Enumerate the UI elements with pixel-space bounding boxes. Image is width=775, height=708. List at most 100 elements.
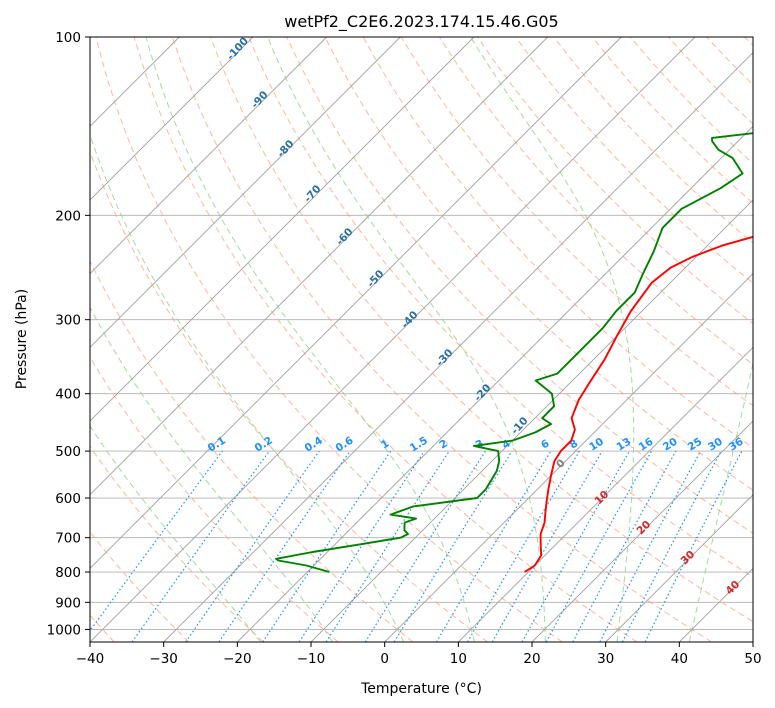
dry-adiabat-line bbox=[515, 37, 753, 284]
y-tick-label: 300 bbox=[55, 313, 81, 329]
y-tick-label: 900 bbox=[55, 595, 81, 611]
mixing-ratio-line bbox=[325, 450, 450, 642]
dry-adiabat-line bbox=[286, 37, 753, 534]
y-tick-label: 200 bbox=[55, 208, 81, 224]
isotherm-line bbox=[90, 37, 254, 201]
isotherm-line bbox=[679, 567, 753, 642]
dry-adiabat-line bbox=[324, 37, 753, 491]
moist-adiabat-line bbox=[90, 425, 262, 642]
dry-adiabat-label: -70 bbox=[302, 183, 324, 205]
mixing-ratio-label: 2 bbox=[437, 438, 450, 452]
y-tick-label: 100 bbox=[55, 30, 81, 46]
temperature-profile bbox=[524, 235, 753, 573]
mixing-ratio-label: 0.4 bbox=[303, 435, 325, 455]
isotherm-line bbox=[90, 37, 696, 642]
dry-adiabat-label: -30 bbox=[434, 347, 456, 369]
isotherm-line bbox=[237, 125, 753, 642]
isotherm-line bbox=[458, 346, 753, 642]
isotherm-line bbox=[90, 37, 548, 496]
mixing-ratio-line bbox=[545, 450, 653, 642]
moist-adiabat-line bbox=[688, 360, 753, 642]
mixing-ratio-line bbox=[521, 450, 631, 642]
x-tick-label: 0 bbox=[380, 651, 389, 667]
mixing-ratio-line bbox=[298, 450, 425, 642]
isotherm-line bbox=[90, 37, 475, 422]
mixing-ratio-line bbox=[364, 450, 486, 642]
mixing-ratio-line bbox=[393, 450, 513, 642]
x-tick-label: −40 bbox=[76, 651, 105, 667]
x-tick-label: 40 bbox=[671, 651, 688, 667]
mixing-ratio-line bbox=[262, 450, 392, 642]
mixing-ratio-label: 1 bbox=[379, 438, 392, 452]
dry-adiabat-line bbox=[591, 37, 753, 204]
mixing-ratio-label: 4 bbox=[500, 438, 513, 452]
x-tick-label: 20 bbox=[523, 651, 540, 667]
mixing-ratio-label: 0.1 bbox=[206, 435, 228, 455]
isotherm-line bbox=[90, 37, 622, 569]
dry-adiabat-line bbox=[477, 37, 753, 325]
moist-adiabat-line bbox=[90, 133, 405, 642]
mixing-ratio-line bbox=[435, 450, 552, 642]
y-tick-label: 700 bbox=[55, 531, 81, 547]
dry-adiabat-line bbox=[744, 37, 753, 47]
moist-adiabat-line bbox=[145, 37, 475, 642]
dry-adiabat-label: -50 bbox=[365, 268, 387, 290]
plot-frame bbox=[89, 36, 754, 643]
x-tick-label: −30 bbox=[149, 651, 178, 667]
isotherm-line bbox=[90, 37, 401, 348]
mixing-ratio-line bbox=[218, 450, 351, 642]
mixing-ratio-line bbox=[185, 450, 320, 642]
mixing-ratio-line bbox=[90, 450, 223, 632]
mixing-ratio-line bbox=[131, 450, 270, 642]
mixing-ratio-label: 0.2 bbox=[253, 435, 275, 455]
dry-adiabat-line bbox=[210, 37, 753, 623]
mixing-ratio-label: 6 bbox=[539, 438, 552, 452]
dry-adiabat-line bbox=[248, 37, 753, 578]
mixing-ratio-label: 0.6 bbox=[333, 435, 355, 455]
mixing-ratio-label: 1.5 bbox=[408, 435, 430, 455]
dry-adiabat-line bbox=[95, 37, 563, 642]
mixing-ratio-label: 8 bbox=[568, 438, 581, 452]
x-tick-label: 50 bbox=[744, 651, 761, 667]
moist-adiabat-line bbox=[470, 37, 635, 642]
y-tick-label: 400 bbox=[55, 387, 81, 403]
dry-adiabat-line bbox=[706, 37, 753, 86]
isotherm-line bbox=[163, 52, 753, 642]
mixing-ratio-line bbox=[644, 450, 743, 642]
moist-adiabat-line bbox=[90, 306, 334, 642]
isotherm-line bbox=[531, 420, 753, 642]
x-axis: −40 −30 −20 −10 0 10 20 30 40 50 bbox=[76, 642, 762, 667]
y-tick-label: 800 bbox=[55, 565, 81, 581]
dry-adiabat-line bbox=[668, 37, 753, 125]
y-axis: 100 200 300 400 500 600 700 800 900 1000 bbox=[47, 30, 90, 638]
dry-adiabat-label: -100 bbox=[225, 35, 252, 63]
isotherm-line bbox=[310, 199, 753, 642]
dry-adiabat-label: -90 bbox=[249, 89, 271, 111]
y-tick-label: 600 bbox=[55, 491, 81, 507]
dry-adiabat-label: -60 bbox=[334, 226, 356, 248]
dry-adiabat-line bbox=[90, 356, 339, 642]
dry-adiabat-label: -40 bbox=[399, 309, 421, 331]
y-axis-label: Pressure (hPa) bbox=[14, 289, 30, 389]
mixing-ratio-line bbox=[466, 450, 580, 642]
dry-adiabat-line bbox=[133, 37, 638, 642]
plot-area: 0.1 0.2 0.4 0.6 1 1.5 2 3 4 6 8 10 13 16 20 25 30 36-100-… bbox=[90, 35, 753, 642]
dry-adiabat-label: -20 bbox=[472, 382, 494, 404]
dry-adiabat-line bbox=[553, 37, 753, 244]
dewpoint-profile bbox=[275, 132, 753, 573]
x-tick-label: −10 bbox=[297, 651, 326, 667]
dry-adiabat-line bbox=[90, 445, 264, 642]
y-tick-label: 500 bbox=[55, 444, 81, 460]
dry-adiabat-label: -80 bbox=[275, 138, 297, 160]
isotherm-line bbox=[605, 494, 753, 642]
chart-title: wetPf2_C2E6.2023.174.15.46.G05 bbox=[284, 12, 558, 32]
isotherm-line bbox=[752, 641, 753, 642]
dry-adiabat-label: -10 bbox=[509, 415, 531, 437]
moist-adiabat-line bbox=[267, 37, 546, 642]
isotherm-line bbox=[384, 273, 753, 642]
x-tick-label: 10 bbox=[450, 651, 467, 667]
dry-adiabat-line bbox=[90, 259, 414, 642]
x-axis-label: Temperature (°C) bbox=[360, 681, 482, 697]
dry-adiabat-line bbox=[171, 37, 712, 642]
dry-adiabat-line bbox=[90, 150, 488, 642]
